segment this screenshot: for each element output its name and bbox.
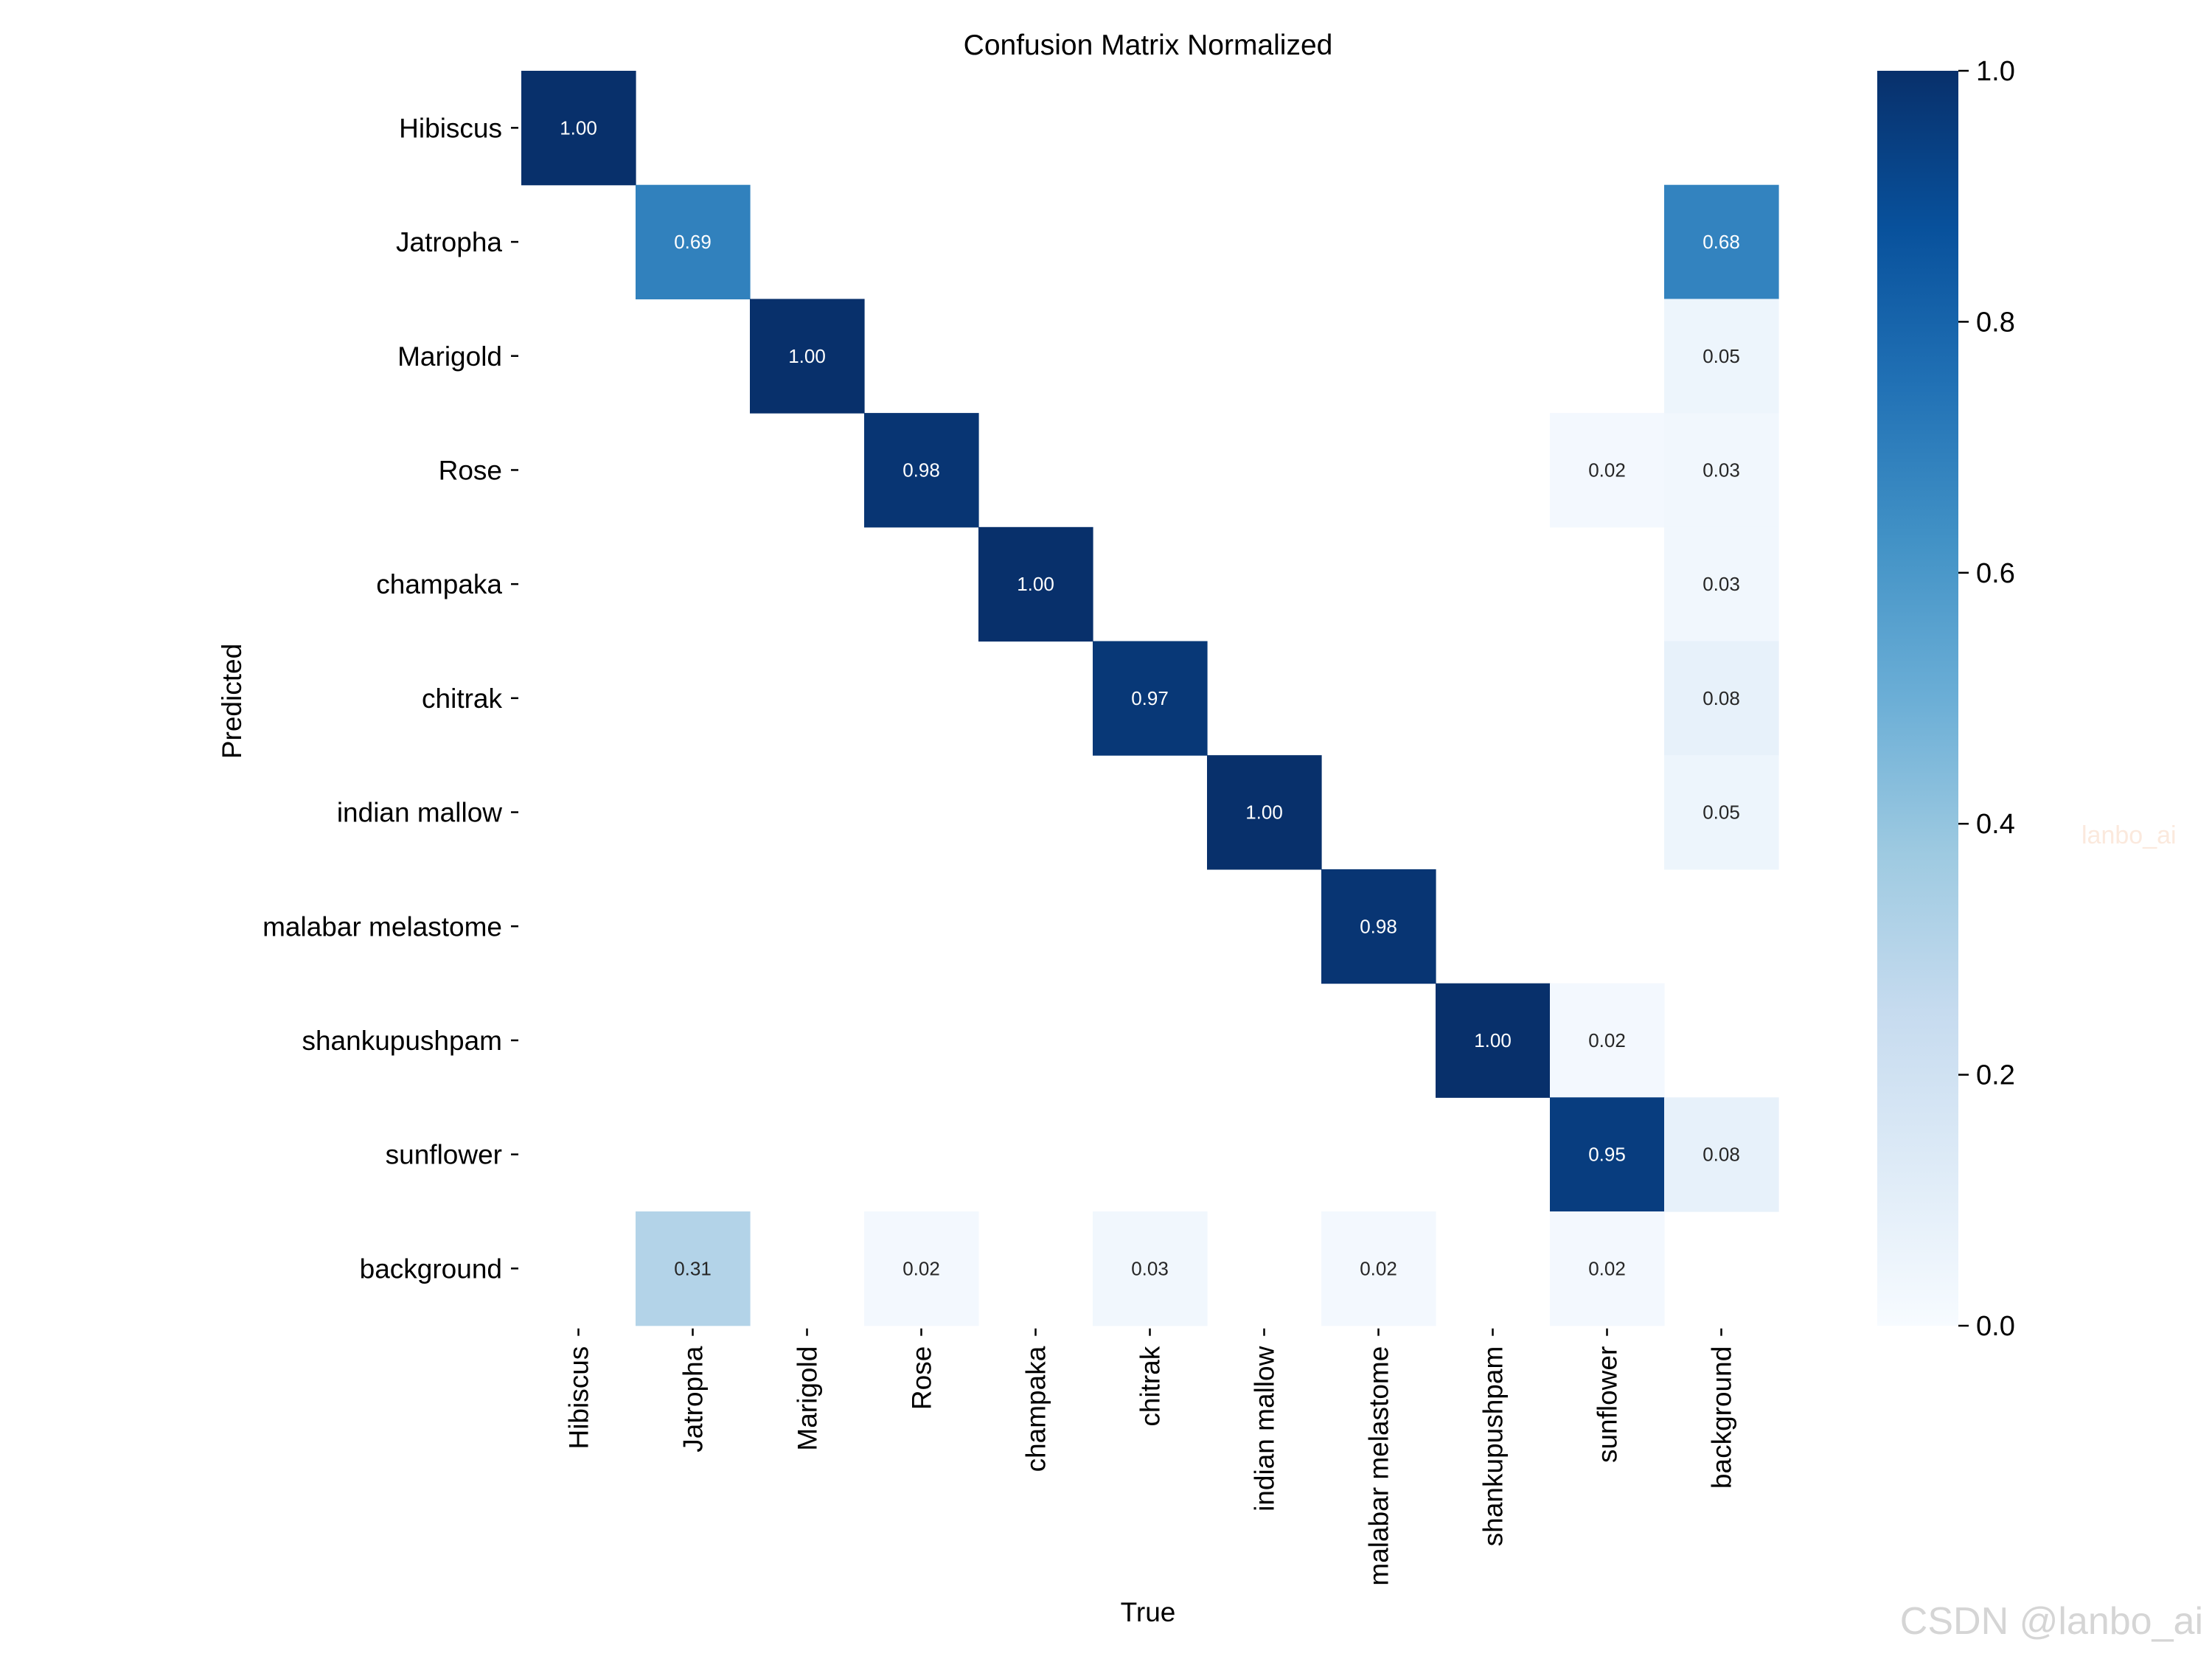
heatmap-cell (1321, 1211, 1436, 1326)
cell-value-label: 0.05 (1703, 345, 1740, 367)
heatmap-cell (978, 526, 1093, 642)
heatmap-cell (864, 1211, 979, 1326)
heatmap-cell (1093, 641, 1208, 756)
colorbar (1877, 71, 1958, 1326)
side-watermark: lanbo_ai (2081, 821, 2177, 849)
x-tick-label: malabar melastome (1364, 1346, 1394, 1586)
cell-value-label: 0.03 (1703, 459, 1740, 481)
cell-value-label: 0.02 (1588, 459, 1626, 481)
x-tick-label: background (1707, 1346, 1737, 1489)
cell-value-label: 0.95 (1588, 1144, 1626, 1166)
cell-value-label: 0.03 (1131, 1257, 1169, 1279)
heatmap-cell (1664, 526, 1779, 642)
y-tick-label: Marigold (397, 341, 502, 372)
y-tick-label: shankupushpam (302, 1026, 502, 1056)
cell-value-label: 1.00 (1245, 801, 1283, 824)
y-axis-title: Predicted (217, 644, 247, 759)
cell-value-label: 1.00 (1017, 573, 1054, 595)
heatmap-cell (1664, 755, 1779, 870)
heatmap-cell (1550, 1211, 1665, 1326)
heatmap-cell (1093, 1211, 1208, 1326)
heatmap-cell (1550, 1097, 1665, 1212)
x-tick-label: champaka (1021, 1346, 1051, 1472)
heatmap-cell (1550, 413, 1665, 528)
heatmap-cell (1550, 983, 1665, 1098)
cell-value-label: 0.98 (1360, 915, 1397, 937)
heatmap-cell (636, 1211, 751, 1326)
x-tick-label: Marigold (793, 1346, 823, 1451)
x-tick-label: Rose (907, 1346, 937, 1410)
heatmap-cells (521, 71, 1779, 1326)
colorbar-tick-label: 0.8 (1976, 307, 2015, 338)
cell-value-label: 0.02 (1588, 1029, 1626, 1051)
y-axis-ticks: Hibiscus Jatropha Marigold Rose champaka chit… (262, 113, 518, 1284)
colorbar-tick-label: 0.6 (1976, 558, 2015, 589)
heatmap-cell (1436, 983, 1551, 1098)
heatmap-cell (864, 413, 979, 528)
x-tick-label: Hibiscus (564, 1346, 594, 1450)
colorbar-ticks: 0.0 0.2 0.4 0.6 0.8 1.0 (1958, 56, 2015, 1342)
corner-watermark: CSDN @lanbo_ai (1900, 1600, 2203, 1643)
y-tick-label: Jatropha (396, 227, 502, 257)
cell-value-label: 0.08 (1703, 687, 1740, 709)
cell-value-label: 0.08 (1703, 1144, 1740, 1166)
cell-value-label: 0.02 (902, 1257, 940, 1279)
y-tick-label: champaka (376, 569, 502, 599)
cell-value-label: 0.03 (1703, 573, 1740, 595)
cell-value-label: 0.98 (902, 459, 940, 481)
cell-value-label: 1.00 (560, 116, 597, 139)
y-tick-label: indian mallow (337, 798, 502, 828)
chart-title: Confusion Matrix Normalized (964, 29, 1333, 61)
colorbar-tick-label: 0.0 (1976, 1311, 2015, 1342)
x-tick-label: sunflower (1593, 1346, 1623, 1463)
heatmap-cell (1664, 299, 1779, 414)
y-tick-label: Rose (439, 455, 502, 485)
cell-value-label: 0.05 (1703, 801, 1740, 824)
cell-value-label: 0.31 (674, 1257, 712, 1279)
x-tick-label: shankupushpam (1478, 1346, 1509, 1547)
cell-value-label: 0.69 (674, 231, 712, 253)
y-tick-label: sunflower (386, 1140, 502, 1170)
x-tick-label: Jatropha (678, 1346, 709, 1452)
y-tick-label: background (360, 1253, 502, 1284)
cell-value-label: 0.97 (1131, 687, 1169, 709)
heatmap-cell (1664, 641, 1779, 756)
y-tick-label: Hibiscus (399, 113, 502, 143)
heatmap-cell-labels: 1.00 0.69 0.68 1.00 0.05 0.98 0.02 0.03 1.00 0.03… (560, 116, 1740, 1279)
colorbar-tick-label: 0.2 (1976, 1060, 2015, 1091)
y-tick-label: chitrak (422, 684, 502, 714)
heatmap-cell (521, 71, 636, 186)
heatmap-cell (750, 299, 865, 414)
colorbar-tick-label: 0.4 (1976, 809, 2015, 840)
cell-value-label: 1.00 (788, 345, 826, 367)
x-tick-label: chitrak (1135, 1346, 1166, 1426)
cell-value-label: 0.02 (1360, 1257, 1397, 1279)
heatmap-cell (1664, 184, 1779, 299)
heatmap-cell (1207, 755, 1322, 870)
colorbar-tick-label: 1.0 (1976, 56, 2015, 87)
heatmap-cell (1664, 413, 1779, 528)
x-axis-ticks: Hibiscus Jatropha Marigold Rose champaka chit… (564, 1328, 1737, 1586)
heatmap-cell (1321, 869, 1436, 984)
heatmap-cell (636, 184, 751, 299)
cell-value-label: 0.02 (1588, 1257, 1626, 1279)
y-tick-label: malabar melastome (262, 911, 502, 942)
x-axis-title: True (1121, 1597, 1176, 1627)
cell-value-label: 0.68 (1703, 231, 1740, 253)
cell-value-label: 1.00 (1474, 1029, 1512, 1051)
heatmap-cell (1664, 1097, 1779, 1212)
x-tick-label: indian mallow (1250, 1346, 1280, 1511)
